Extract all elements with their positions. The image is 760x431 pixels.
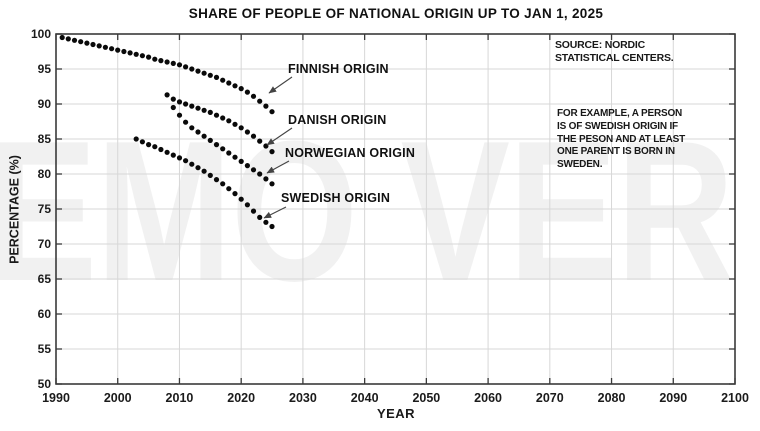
example-note: FOR EXAMPLE, A PERSON IS OF SWEDISH ORIG… (557, 108, 686, 171)
x-tick-label: 2050 (412, 391, 441, 405)
series-finnish-origin-dots (59, 34, 275, 115)
y-tick-label: 80 (37, 167, 51, 181)
y-tick-label: 70 (37, 237, 51, 251)
x-tick-label: 2020 (227, 391, 256, 405)
x-tick-label: 2030 (289, 391, 317, 405)
x-tick-label: 2070 (535, 391, 564, 405)
finnish-arrow (268, 76, 293, 94)
axis-ticks (55, 33, 736, 385)
y-tick-label: 90 (37, 97, 51, 111)
y-tick-label: 95 (37, 62, 51, 76)
watermark-text: EMO VER (0, 100, 735, 323)
x-tick-label: 2040 (350, 391, 379, 405)
y-tick-label: 55 (37, 342, 51, 356)
series-label-swedish: SWEDISH ORIGIN (281, 191, 391, 205)
x-axis-title: YEAR (376, 406, 416, 421)
series-label-norwegian: NORWEGIAN ORIGIN (285, 146, 416, 160)
x-tick-label: 1990 (42, 391, 70, 405)
x-tick-label: 2010 (165, 391, 194, 405)
series-label-finnish: FINNISH ORIGIN (288, 62, 389, 76)
y-tick-label: 50 (37, 377, 51, 391)
x-tick-label: 2080 (597, 391, 626, 405)
x-tick-label: 2000 (103, 391, 132, 405)
x-tick-label: 2060 (474, 391, 502, 405)
danish-arrow (266, 127, 293, 146)
y-tick-label: 65 (37, 272, 51, 286)
series-swedish-origin-dots (133, 136, 275, 230)
norwegian-arrow (266, 160, 290, 174)
y-tick-label: 100 (30, 27, 51, 41)
series-danish-origin-dots (164, 92, 275, 155)
grid-lines (56, 34, 735, 384)
y-tick-label: 85 (37, 132, 51, 146)
series-norwegian-origin-dots (170, 104, 275, 187)
y-tick-label: 75 (37, 202, 51, 216)
swedish-arrow (263, 206, 287, 219)
x-tick-label: 2090 (659, 391, 688, 405)
y-tick-label: 60 (37, 307, 51, 321)
source-note: SOURCE: NORDIC STATISTICAL CENTERS. (555, 39, 674, 64)
chart-title: SHARE OF PEOPLE OF NATIONAL ORIGIN UP TO… (188, 6, 604, 21)
series-label-danish: DANISH ORIGIN (288, 113, 387, 127)
x-tick-label: 2100 (721, 391, 749, 405)
